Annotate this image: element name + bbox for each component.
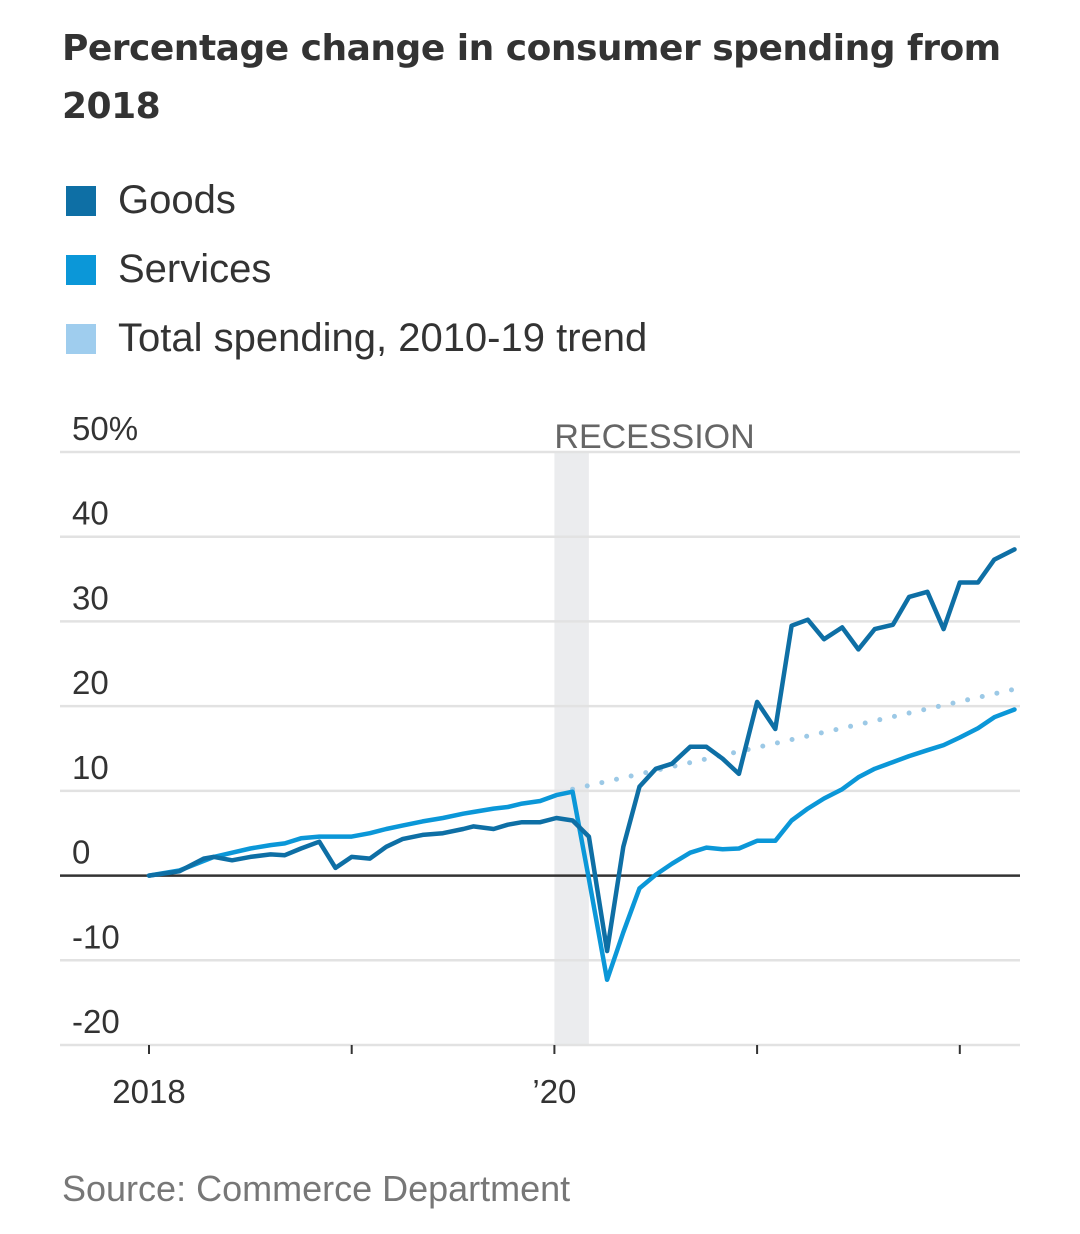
- series-line-services: [146, 707, 1017, 983]
- legend-swatch-goods: [66, 185, 96, 216]
- legend-label-services: Services: [118, 247, 272, 291]
- series-line-total-spending-2010-19-trend: [570, 686, 1017, 792]
- chart-title: Percentage change in consumer spending f…: [62, 28, 1001, 127]
- y-tick-label: -20: [72, 1003, 120, 1040]
- y-tick-label: 0: [72, 834, 90, 871]
- legend-swatch-trend: [66, 323, 96, 354]
- source-note: Source: Commerce Department: [62, 1168, 571, 1209]
- y-tick-label: 30: [72, 579, 109, 616]
- y-tick-label: 20: [72, 664, 109, 701]
- y-tick-label: 40: [72, 495, 109, 532]
- y-tick-label: 50%: [72, 410, 138, 447]
- y-tick-label: 10: [72, 749, 109, 786]
- x-tick-label: ’20: [532, 1073, 576, 1110]
- recession-label: RECESSION: [554, 418, 754, 456]
- legend: Goods Services Total spending, 2010-19 t…: [66, 166, 647, 373]
- legend-swatch-services: [66, 254, 96, 285]
- legend-item-trend: Total spending, 2010-19 trend: [66, 304, 647, 373]
- legend-item-services: Services: [66, 235, 647, 304]
- recession-band: [554, 452, 589, 1045]
- x-tick-label: 2018: [112, 1073, 185, 1110]
- legend-item-goods: Goods: [66, 166, 647, 235]
- legend-label-goods: Goods: [118, 178, 236, 222]
- y-tick-label: -10: [72, 918, 120, 955]
- series-line-goods: [146, 547, 1017, 954]
- legend-label-trend: Total spending, 2010-19 trend: [118, 316, 648, 360]
